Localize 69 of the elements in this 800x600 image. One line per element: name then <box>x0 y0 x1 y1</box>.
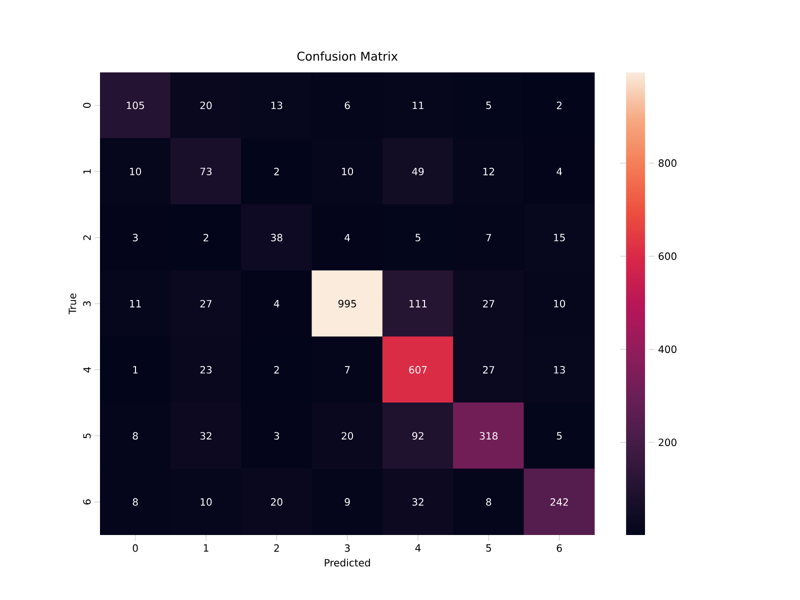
y-axis-title: True <box>68 294 76 314</box>
data-label: 3 <box>132 234 138 242</box>
y-tick-label: 1 <box>83 169 91 174</box>
y-tick-label: 3 <box>83 301 91 306</box>
data-label: 11 <box>130 300 141 308</box>
data-label: 38 <box>271 234 282 242</box>
data-label: 2 <box>204 234 208 242</box>
color-bar-label: 600 <box>658 252 676 260</box>
data-label: 7 <box>344 366 350 374</box>
data-label: 73 <box>200 168 212 176</box>
data-label: 105 <box>126 102 144 110</box>
data-label: 2 <box>274 366 279 374</box>
y-tick-label: 2 <box>83 235 91 240</box>
data-label: 2 <box>556 102 562 110</box>
data-label: 13 <box>271 102 282 110</box>
color-bar-label: 800 <box>658 159 676 167</box>
data-label: 27 <box>200 300 212 308</box>
data-label: 111 <box>410 300 427 308</box>
data-label: 11 <box>412 102 424 110</box>
data-label: 27 <box>483 300 494 308</box>
data-label: 8 <box>132 498 138 506</box>
data-label: 1 <box>133 366 138 374</box>
data-label: 49 <box>412 168 424 176</box>
x-tick-label: 1 <box>204 544 208 552</box>
data-label: 13 <box>554 366 565 374</box>
data-label: 9 <box>344 498 350 506</box>
data-label: 5 <box>416 234 420 242</box>
data-label: 20 <box>342 432 354 440</box>
data-label: 5 <box>486 102 491 110</box>
x-tick-label: 5 <box>486 544 491 552</box>
data-label: 4 <box>274 300 280 308</box>
data-label: 6 <box>344 102 350 110</box>
data-label: 318 <box>480 432 498 440</box>
chart-title: Confusion Matrix <box>297 51 398 61</box>
x-axis-title: Predicted <box>324 558 370 567</box>
x-tick-label: 6 <box>556 544 562 552</box>
data-label: 92 <box>412 432 424 440</box>
data-label: 242 <box>550 498 568 506</box>
data-label: 2 <box>274 168 279 176</box>
data-label: 12 <box>483 168 494 176</box>
data-label: 3 <box>274 432 280 440</box>
data-label: 8 <box>486 498 492 506</box>
data-label: 20 <box>271 498 282 506</box>
y-tick-label: 0 <box>83 102 91 108</box>
y-tick-label: 4 <box>83 367 91 372</box>
data-label: 10 <box>342 168 354 176</box>
y-tick-label: 5 <box>83 434 91 438</box>
data-label: 10 <box>200 498 212 506</box>
data-label: 15 <box>554 234 565 242</box>
data-label: 8 <box>132 432 138 440</box>
x-tick-label: 3 <box>344 544 350 552</box>
x-tick-label: 2 <box>274 544 279 552</box>
data-label: 5 <box>556 432 562 440</box>
data-label: 4 <box>556 168 562 176</box>
x-tick-label: 4 <box>415 544 421 552</box>
data-label: 4 <box>344 234 350 242</box>
data-label: 23 <box>200 366 212 374</box>
x-tick-label: 0 <box>132 544 138 552</box>
data-label: 32 <box>200 432 212 440</box>
data-label: 20 <box>200 102 212 110</box>
data-label: 7 <box>486 234 491 242</box>
color-bar-label: 400 <box>658 345 676 354</box>
data-label: 10 <box>554 300 566 308</box>
color-bar-label: 200 <box>658 438 676 446</box>
data-label: 607 <box>409 366 427 374</box>
data-label: 995 <box>338 300 356 308</box>
data-label: 32 <box>412 498 424 506</box>
y-tick-label: 6 <box>83 499 91 504</box>
data-label: 27 <box>483 366 494 374</box>
